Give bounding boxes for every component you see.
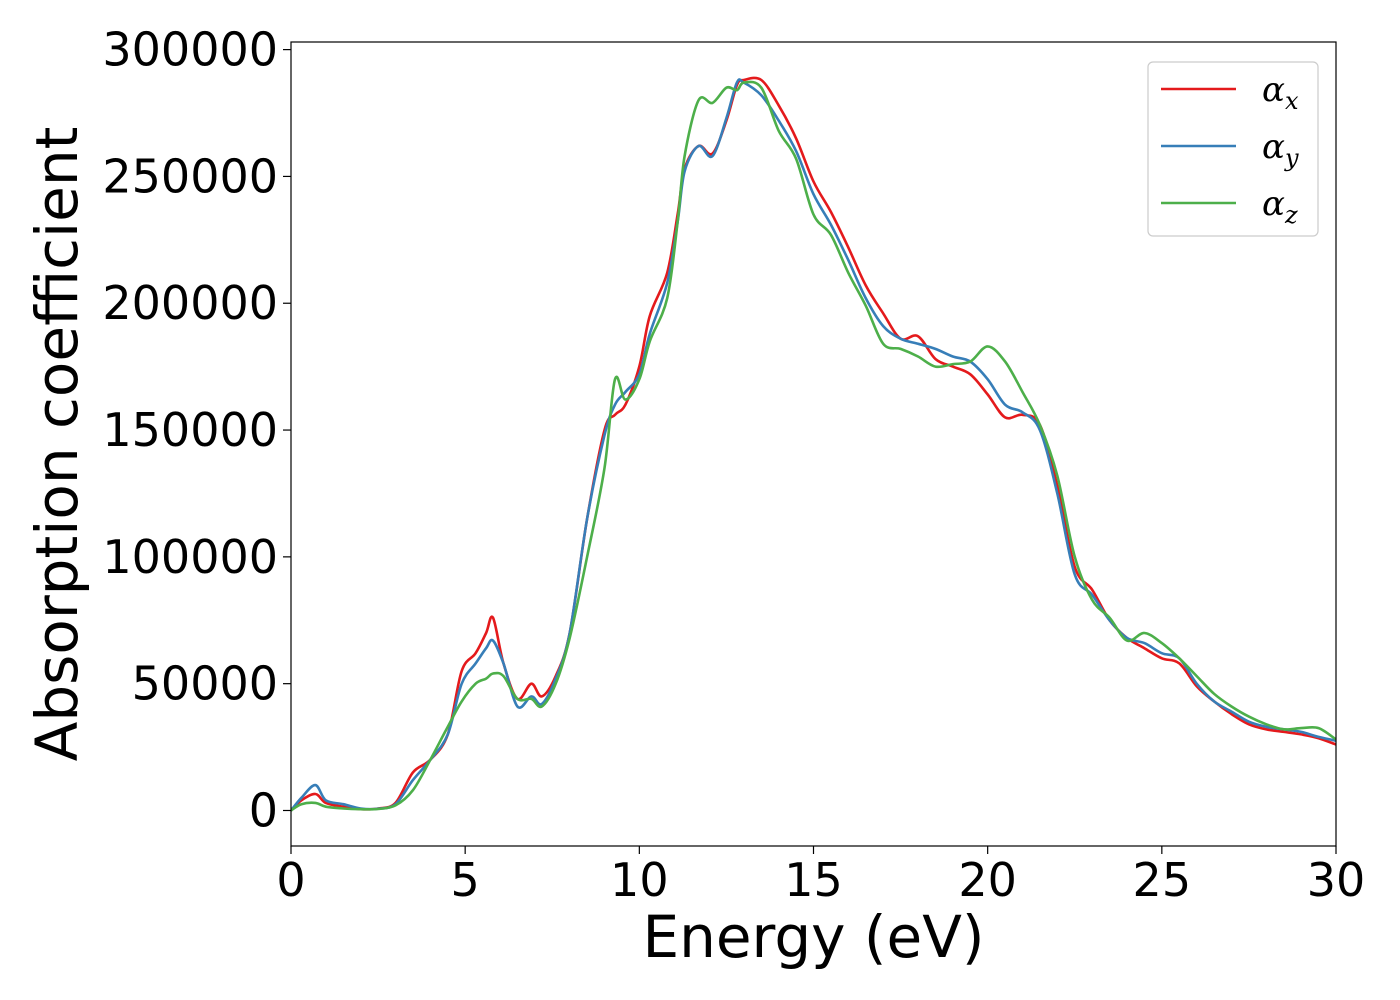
- y-tick-label: 50000: [132, 657, 278, 711]
- x-tick-label: 0: [276, 853, 305, 907]
- y-tick-label: 150000: [102, 403, 278, 457]
- y-axis: 0 50000 100000 150000 200000 250000 300000: [102, 23, 291, 837]
- x-tick-label: 10: [610, 853, 669, 907]
- y-tick-label: 100000: [102, 530, 278, 584]
- y-tick-label: 300000: [102, 23, 278, 77]
- x-tick-label: 5: [451, 853, 480, 907]
- legend-label-y: αy: [1262, 127, 1299, 172]
- series-line-z: [291, 80, 1336, 812]
- legend: αx αy αz: [1147, 61, 1319, 237]
- x-tick-label: 20: [958, 853, 1017, 907]
- x-tick-label: 25: [1133, 853, 1192, 907]
- x-axis-label: Energy (eV): [642, 903, 984, 971]
- y-axis-label: Absorption coefficient: [23, 127, 91, 762]
- y-tick-label: 250000: [102, 149, 278, 203]
- y-tick-label: 0: [249, 783, 278, 837]
- y-tick-label: 200000: [102, 276, 278, 330]
- legend-box: [1147, 61, 1319, 237]
- x-axis: 0 5 10 15 20 25 30: [276, 846, 1365, 907]
- legend-label-z: αz: [1262, 184, 1298, 229]
- x-tick-label: 30: [1307, 853, 1366, 907]
- legend-label-x: αx: [1262, 70, 1299, 115]
- x-tick-label: 15: [784, 853, 843, 907]
- series-layer: [291, 76, 1336, 812]
